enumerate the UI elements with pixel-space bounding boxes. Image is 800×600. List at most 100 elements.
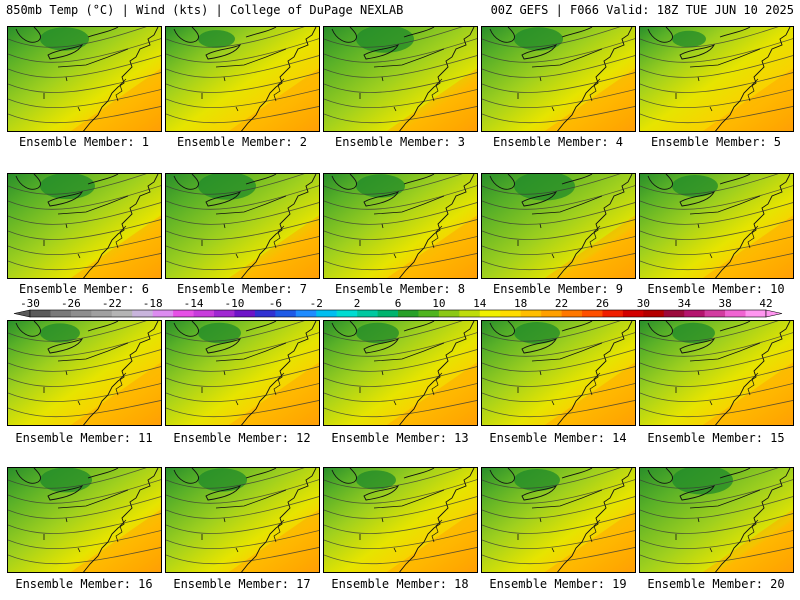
colorbar-tick-label: -22 (102, 297, 122, 310)
ensemble-member-label: Ensemble Member: 12 (173, 431, 311, 445)
ensemble-panel-15 (639, 320, 794, 426)
colorbar-tick-label: -10 (225, 297, 245, 310)
colorbar-swatch (50, 310, 72, 317)
temperature-field-map (8, 27, 161, 131)
temperature-field-map (8, 468, 161, 572)
ensemble-panel-9 (481, 173, 636, 279)
ensemble-panel-2 (165, 26, 320, 132)
colorbar-swatch (214, 310, 235, 317)
colorbar-tick-label: 38 (718, 297, 731, 310)
ensemble-member-label: Ensemble Member: 15 (647, 431, 785, 445)
colorbar-tick-label: 10 (432, 297, 445, 310)
temperature-field-map (324, 27, 477, 131)
colorbar-tick-label: -6 (269, 297, 282, 310)
colorbar-tick-label: 34 (678, 297, 692, 310)
ensemble-member-label: Ensemble Member: 1 (18, 135, 150, 149)
colorbar-swatch (541, 310, 562, 317)
colorbar-tick-label: 22 (555, 297, 568, 310)
ensemble-panel-20 (639, 467, 794, 573)
colorbar-swatch (459, 310, 481, 317)
ensemble-member-label: Ensemble Member: 11 (15, 431, 153, 445)
colorbar-swatch (152, 310, 174, 317)
colorbar-swatch (438, 310, 460, 317)
temperature-field-map (166, 321, 319, 425)
ensemble-member-label: Ensemble Member: 20 (647, 577, 785, 591)
colorbar-swatch (479, 310, 501, 317)
colorbar-swatch (132, 310, 153, 317)
colorbar-swatch (418, 310, 440, 317)
colorbar-swatch (70, 310, 92, 317)
colorbar-tick-label: 18 (514, 297, 527, 310)
temperature-field-map (324, 174, 477, 278)
ensemble-member-label: Ensemble Member: 10 (647, 282, 785, 296)
colorbar-swatch (377, 310, 399, 317)
colorbar-swatch (561, 310, 583, 317)
colorbar-tick-label: -30 (20, 297, 40, 310)
ensemble-member-label: Ensemble Member: 5 (650, 135, 782, 149)
temperature-field-map (482, 174, 635, 278)
colorbar-swatch (500, 310, 521, 317)
ensemble-panel-12 (165, 320, 320, 426)
ensemble-member-label: Ensemble Member: 2 (176, 135, 308, 149)
ensemble-member-label: Ensemble Member: 17 (173, 577, 311, 591)
ensemble-panel-10 (639, 173, 794, 279)
colorbar-swatch (398, 310, 419, 317)
temperature-field-map (482, 321, 635, 425)
ensemble-panel-1 (7, 26, 162, 132)
temperature-colorbar: -30 -26 -22 -18 -14 -10 -6 -2 2 6 10 14 18 22 26 30 34 38… (13, 297, 783, 318)
colorbar-swatch (643, 310, 665, 317)
colorbar-swatch (684, 310, 705, 317)
colorbar-swatch (275, 310, 297, 317)
temperature-field-map (482, 468, 635, 572)
temperature-field-map (166, 468, 319, 572)
temperature-field-map (324, 321, 477, 425)
ensemble-member-label: Ensemble Member: 16 (15, 577, 153, 591)
ensemble-member-label: Ensemble Member: 9 (492, 282, 624, 296)
ensemble-panel-17 (165, 467, 320, 573)
temperature-field-map (8, 321, 161, 425)
colorbar-swatch (295, 310, 317, 317)
colorbar-tick-label: -18 (143, 297, 163, 310)
ensemble-member-label: Ensemble Member: 13 (331, 431, 469, 445)
colorbar-swatch (111, 310, 133, 317)
temperature-field-map (640, 27, 793, 131)
temperature-field-map (166, 27, 319, 131)
colorbar-swatch (30, 310, 51, 317)
colorbar-swatch (704, 310, 726, 317)
ensemble-panel-13 (323, 320, 478, 426)
colorbar-swatch (91, 310, 113, 317)
colorbar-tick-label: -26 (61, 297, 81, 310)
ensemble-panel-8 (323, 173, 478, 279)
temperature-field-map (324, 468, 477, 572)
colorbar-swatch (602, 310, 624, 317)
colorbar-tick-label: -2 (310, 297, 323, 310)
colorbar-swatch (725, 310, 746, 317)
ensemble-panel-4 (481, 26, 636, 132)
colorbar-tick-label: 2 (354, 297, 361, 310)
temperature-field-map (640, 174, 793, 278)
colorbar-tick-label: 14 (473, 297, 487, 310)
valid-time: 00Z GEFS | F066 Valid: 18Z TUE JUN 10 20… (490, 3, 794, 17)
colorbar-tick-label: 26 (596, 297, 609, 310)
ensemble-panel-14 (481, 320, 636, 426)
colorbar-tick-label: 42 (759, 297, 772, 310)
ensemble-panel-5 (639, 26, 794, 132)
temperature-field-map (640, 468, 793, 572)
colorbar-tick-label: -14 (184, 297, 204, 310)
ensemble-member-label: Ensemble Member: 3 (334, 135, 466, 149)
colorbar-swatch (663, 310, 685, 317)
colorbar-swatch (173, 310, 194, 317)
colorbar-high-arrow (765, 309, 783, 318)
colorbar-swatch (745, 310, 767, 317)
ensemble-panel-3 (323, 26, 478, 132)
ensemble-panel-6 (7, 173, 162, 279)
colorbar-swatch (254, 310, 276, 317)
temperature-field-map (482, 27, 635, 131)
temperature-field-map (8, 174, 161, 278)
ensemble-member-label: Ensemble Member: 4 (492, 135, 624, 149)
ensemble-member-label: Ensemble Member: 18 (331, 577, 469, 591)
ensemble-member-label: Ensemble Member: 8 (334, 282, 466, 296)
colorbar-swatch (234, 310, 256, 317)
colorbar-swatch (520, 310, 542, 317)
ensemble-member-label: Ensemble Member: 6 (18, 282, 150, 296)
